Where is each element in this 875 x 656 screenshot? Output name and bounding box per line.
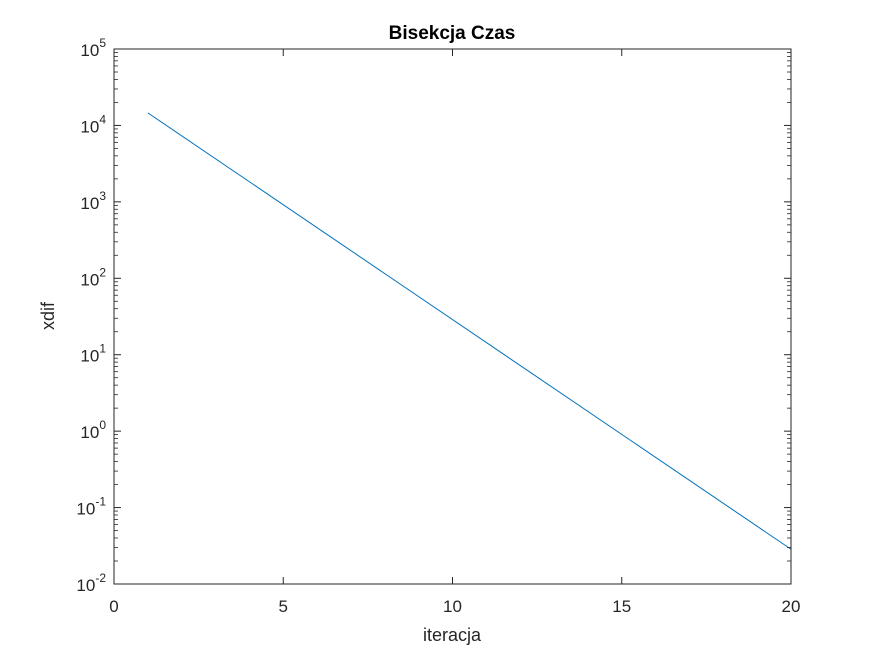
x-tick-label: 20 [782, 597, 801, 616]
x-tick-label: 5 [279, 597, 288, 616]
y-axis-label: xdif [38, 301, 58, 330]
plot-area [114, 49, 791, 584]
y-tick-label: 105 [80, 36, 106, 60]
y-tick-label: 102 [80, 265, 106, 289]
y-tick-label: 10-1 [76, 495, 106, 519]
y-tick-label: 101 [80, 342, 106, 366]
chart-title: Bisekcja Czas [389, 23, 516, 44]
series-line [147, 112, 792, 550]
y-tick-label: 10-2 [76, 571, 106, 595]
y-tick-label: 103 [80, 189, 106, 213]
y-tick-label: 100 [80, 418, 106, 442]
x-tick-label: 15 [612, 597, 631, 616]
y-tick-label: 104 [80, 112, 106, 136]
x-tick-label: 0 [109, 597, 118, 616]
x-axis-label: iteracja [423, 625, 482, 645]
x-tick-label: 10 [443, 597, 462, 616]
